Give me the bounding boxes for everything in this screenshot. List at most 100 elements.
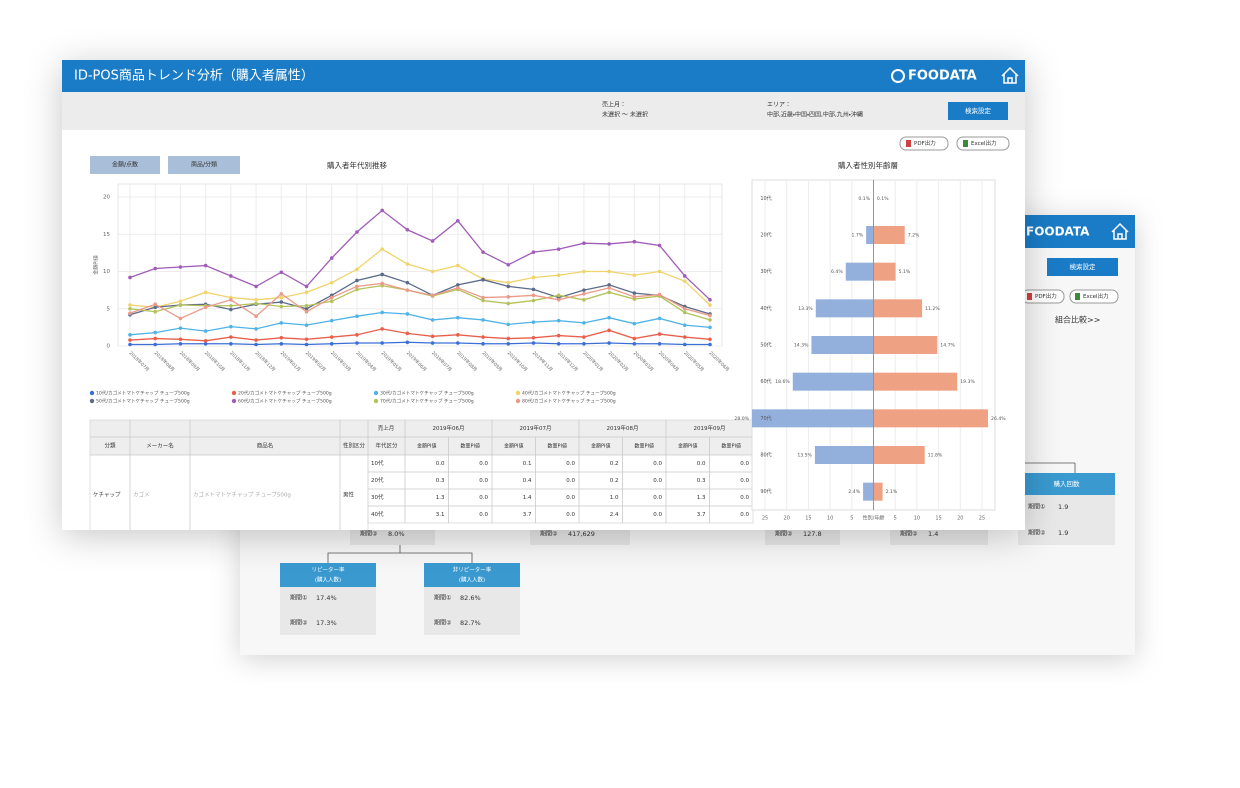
- data-point: [380, 327, 384, 331]
- table-cell-text: 0.0: [566, 478, 575, 484]
- data-point: [329, 256, 334, 260]
- data-point: [708, 303, 712, 307]
- table-cell-text: 0.0: [653, 461, 662, 467]
- partial-label: 期間②: [540, 530, 558, 538]
- data-point: [456, 286, 460, 290]
- data-point: [556, 273, 561, 278]
- data-point: [304, 306, 309, 311]
- data-point: [556, 341, 561, 346]
- partial-label: 期間②: [775, 530, 793, 538]
- data-point: [229, 335, 233, 339]
- table-header: 2019年07月: [520, 424, 552, 432]
- data-point: [128, 342, 132, 347]
- tab[interactable]: [168, 156, 240, 174]
- data-point: [203, 338, 208, 343]
- data-point: [708, 325, 712, 330]
- table-header: 数量PI値: [722, 443, 742, 450]
- data-point: [229, 274, 233, 278]
- value-label: 13.3%: [798, 306, 813, 312]
- data-point: [380, 208, 384, 213]
- metric-row-value: 1.9: [1058, 529, 1068, 537]
- data-point: [657, 292, 662, 297]
- legend-swatch: [231, 390, 237, 396]
- table-header: 数量PI値: [548, 443, 568, 450]
- data-point: [582, 288, 586, 292]
- data-point: [128, 311, 132, 316]
- export-button[interactable]: [956, 136, 1010, 151]
- chart-title: 購入者年代別推移: [327, 160, 387, 170]
- bar: [873, 372, 958, 391]
- data-point: [531, 336, 536, 340]
- table-header-bg: [90, 420, 790, 455]
- data-point: [632, 295, 637, 299]
- home-icon[interactable]: [1001, 66, 1019, 84]
- table-cell-text: 1.3: [436, 495, 445, 501]
- data-point: [456, 263, 460, 268]
- tab[interactable]: [90, 156, 160, 174]
- data-point: [632, 273, 637, 278]
- data-point: [355, 341, 359, 345]
- compare-link[interactable]: 組合比較>>: [1055, 315, 1100, 325]
- tree-node-subtitle: (購入人数): [315, 576, 341, 584]
- data-point: [556, 293, 561, 298]
- x-tick-label: 5: [894, 516, 897, 522]
- data-point: [380, 247, 384, 251]
- bar: [873, 336, 938, 354]
- data-point: [607, 315, 611, 320]
- data-point: [481, 250, 485, 254]
- y-tick-label: 20代: [760, 232, 771, 239]
- bar: [873, 446, 925, 464]
- search-button[interactable]: [1047, 258, 1118, 276]
- table-header: 売上月: [378, 424, 395, 432]
- series-line: [129, 328, 711, 342]
- partial-label: 期間②: [900, 530, 918, 538]
- partial-value: 8.0%: [388, 530, 405, 538]
- y-tick-label: 5: [107, 306, 111, 312]
- search-button-label: 検索設定: [965, 106, 992, 115]
- value-label: 0.1%: [877, 196, 889, 202]
- data-point: [203, 329, 208, 333]
- data-point: [430, 239, 435, 243]
- search-button[interactable]: [948, 102, 1008, 120]
- x-tick-label: 15: [805, 516, 811, 522]
- table-cell-text: 3.7: [697, 512, 706, 518]
- value-label: 6.4%: [831, 269, 843, 275]
- data-point: [380, 281, 384, 286]
- table-header: 金額PI値: [417, 443, 437, 450]
- data-point: [229, 298, 233, 302]
- table-header: 性別区分: [343, 442, 366, 450]
- data-point: [531, 320, 536, 324]
- table-header: メーカー名: [146, 442, 174, 450]
- bar: [873, 299, 923, 318]
- y-tick-label: 30代: [760, 268, 771, 275]
- export-button[interactable]: [899, 136, 949, 151]
- table-header: 金額PI値: [591, 443, 611, 450]
- bar: [863, 482, 874, 501]
- data-point: [355, 230, 359, 234]
- data-point: [506, 284, 511, 289]
- x-tick-label: 10: [827, 516, 833, 522]
- table-cell-text: 0.0: [697, 461, 706, 467]
- x-tick-label: 25: [762, 516, 768, 522]
- x-axis-label: 性別/年齢: [863, 515, 885, 522]
- home-icon[interactable]: [1111, 222, 1129, 240]
- data-point: [405, 288, 410, 292]
- data-point: [279, 341, 284, 346]
- data-point: [657, 269, 662, 274]
- data-point: [682, 310, 687, 315]
- data-point: [229, 303, 233, 308]
- data-point: [329, 280, 334, 285]
- export-button[interactable]: [1069, 289, 1119, 304]
- x-tick-label: 25: [979, 516, 985, 522]
- data-point: [531, 298, 536, 303]
- export-icon: [906, 140, 911, 147]
- data-point: [556, 318, 561, 323]
- table-header: 年代区分: [375, 442, 398, 450]
- data-point: [329, 318, 334, 323]
- y-tick-label: 20: [103, 195, 110, 201]
- bar: [752, 409, 874, 428]
- series-line: [129, 209, 711, 301]
- data-point: [128, 338, 132, 342]
